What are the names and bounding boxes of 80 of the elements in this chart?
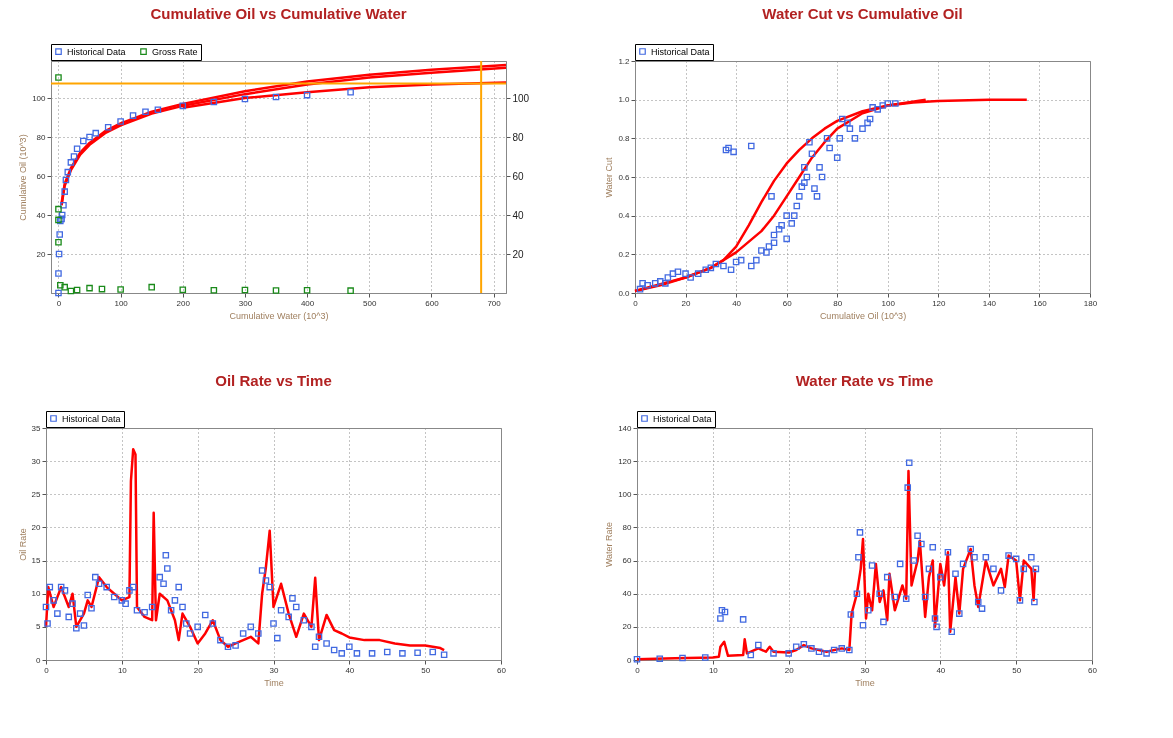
x-tick-label: 100	[881, 298, 896, 308]
x-tick-label: 10	[708, 665, 719, 675]
y-tick-label: 0.4	[618, 211, 631, 221]
x-tick-label: 200	[176, 298, 191, 308]
y-tick-label: 1.0	[618, 95, 631, 105]
y-tick-label: 60	[36, 171, 47, 181]
legend-label: Historical Data	[67, 46, 126, 57]
x-tick-label: 20	[193, 665, 204, 675]
y-tick-label: 25	[31, 489, 42, 499]
x-tick-label: 30	[860, 665, 870, 675]
y-axis-title: Oil Rate	[17, 528, 28, 561]
x-tick-label: 120	[932, 298, 947, 308]
x-tick-label: 10	[117, 665, 128, 675]
x-tick-label: 400	[300, 298, 315, 308]
legend-label: Gross Rate	[152, 46, 198, 57]
legend-label: Historical Data	[653, 413, 712, 424]
y-tick-label: 20	[622, 622, 633, 632]
y2-tick-label: 100	[512, 92, 530, 104]
y2-tick-label: 80	[512, 131, 525, 143]
chart-title: Oil Rate vs Time	[215, 371, 332, 389]
y-tick-label: 0.6	[618, 172, 631, 182]
x-tick-label: 180	[1083, 298, 1098, 308]
y-tick-label: 20	[36, 249, 47, 259]
y-tick-label: 40	[36, 210, 47, 220]
x-tick-label: 40	[345, 665, 355, 675]
y-tick-label: 5	[36, 622, 42, 632]
x-tick-label: 60	[1088, 665, 1098, 675]
x-tick-label: 0	[56, 298, 62, 308]
y-tick-label: 0	[36, 655, 42, 665]
y-axis-title: Cumulative Oil (10^3)	[18, 134, 29, 221]
y-tick-label: 0.2	[618, 249, 631, 259]
y2-tick-label: 40	[512, 209, 525, 221]
x-tick-label: 500	[363, 298, 377, 308]
x-tick-label: 60	[497, 665, 507, 675]
x-tick-label: 60	[782, 298, 793, 308]
y-tick-label: 20	[31, 522, 42, 532]
y-tick-label: 100	[32, 93, 47, 103]
y-tick-label: 140	[618, 423, 633, 433]
y-tick-label: 0.0	[618, 288, 631, 298]
x-tick-label: 0	[635, 665, 641, 675]
y-tick-label: 0	[627, 655, 633, 665]
chart-title: Cumulative Oil vs Cumulative Water	[150, 4, 407, 22]
legend-label: Historical Data	[651, 46, 710, 57]
x-axis-title: Time	[855, 677, 875, 688]
x-tick-label: 20	[784, 665, 795, 675]
x-tick-label: 600	[425, 298, 440, 308]
x-tick-label: 100	[114, 298, 129, 308]
x-tick-label: 50	[1012, 665, 1022, 675]
chart-title: Water Rate vs Time	[795, 371, 934, 389]
y-tick-label: 0.8	[618, 133, 631, 143]
y-axis-title: Water Rate	[604, 521, 615, 568]
y-tick-label: 1.2	[618, 56, 631, 66]
y-tick-label: 15	[31, 556, 42, 566]
y-tick-label: 80	[36, 132, 47, 142]
y-tick-label: 100	[618, 489, 633, 499]
x-tick-label: 700	[487, 298, 502, 308]
x-tick-label: 140	[982, 298, 997, 308]
chart-title: Water Cut vs Cumulative Oil	[762, 4, 963, 22]
legend-label: Historical Data	[62, 413, 121, 424]
y-axis-title: Water Cut	[604, 156, 615, 198]
x-axis-title: Cumulative Water (10^3)	[229, 310, 329, 321]
x-tick-label: 160	[1033, 298, 1048, 308]
y-tick-label: 30	[31, 456, 42, 466]
y-tick-label: 10	[31, 589, 42, 599]
x-tick-label: 80	[833, 298, 843, 308]
x-tick-label: 30	[269, 665, 279, 675]
y-tick-label: 120	[618, 456, 633, 466]
x-tick-label: 20	[681, 298, 692, 308]
y-tick-label: 80	[622, 522, 633, 532]
y2-tick-label: 60	[512, 170, 525, 182]
x-tick-label: 40	[936, 665, 946, 675]
y2-tick-label: 20	[512, 248, 525, 260]
x-tick-label: 50	[421, 665, 431, 675]
y-tick-label: 35	[31, 423, 42, 433]
y-tick-label: 40	[622, 589, 633, 599]
x-tick-label: 300	[238, 298, 253, 308]
x-axis-title: Time	[264, 677, 284, 688]
y-tick-label: 60	[622, 556, 633, 566]
x-tick-label: 40	[732, 298, 742, 308]
x-axis-title: Cumulative Oil (10^3)	[819, 310, 907, 321]
